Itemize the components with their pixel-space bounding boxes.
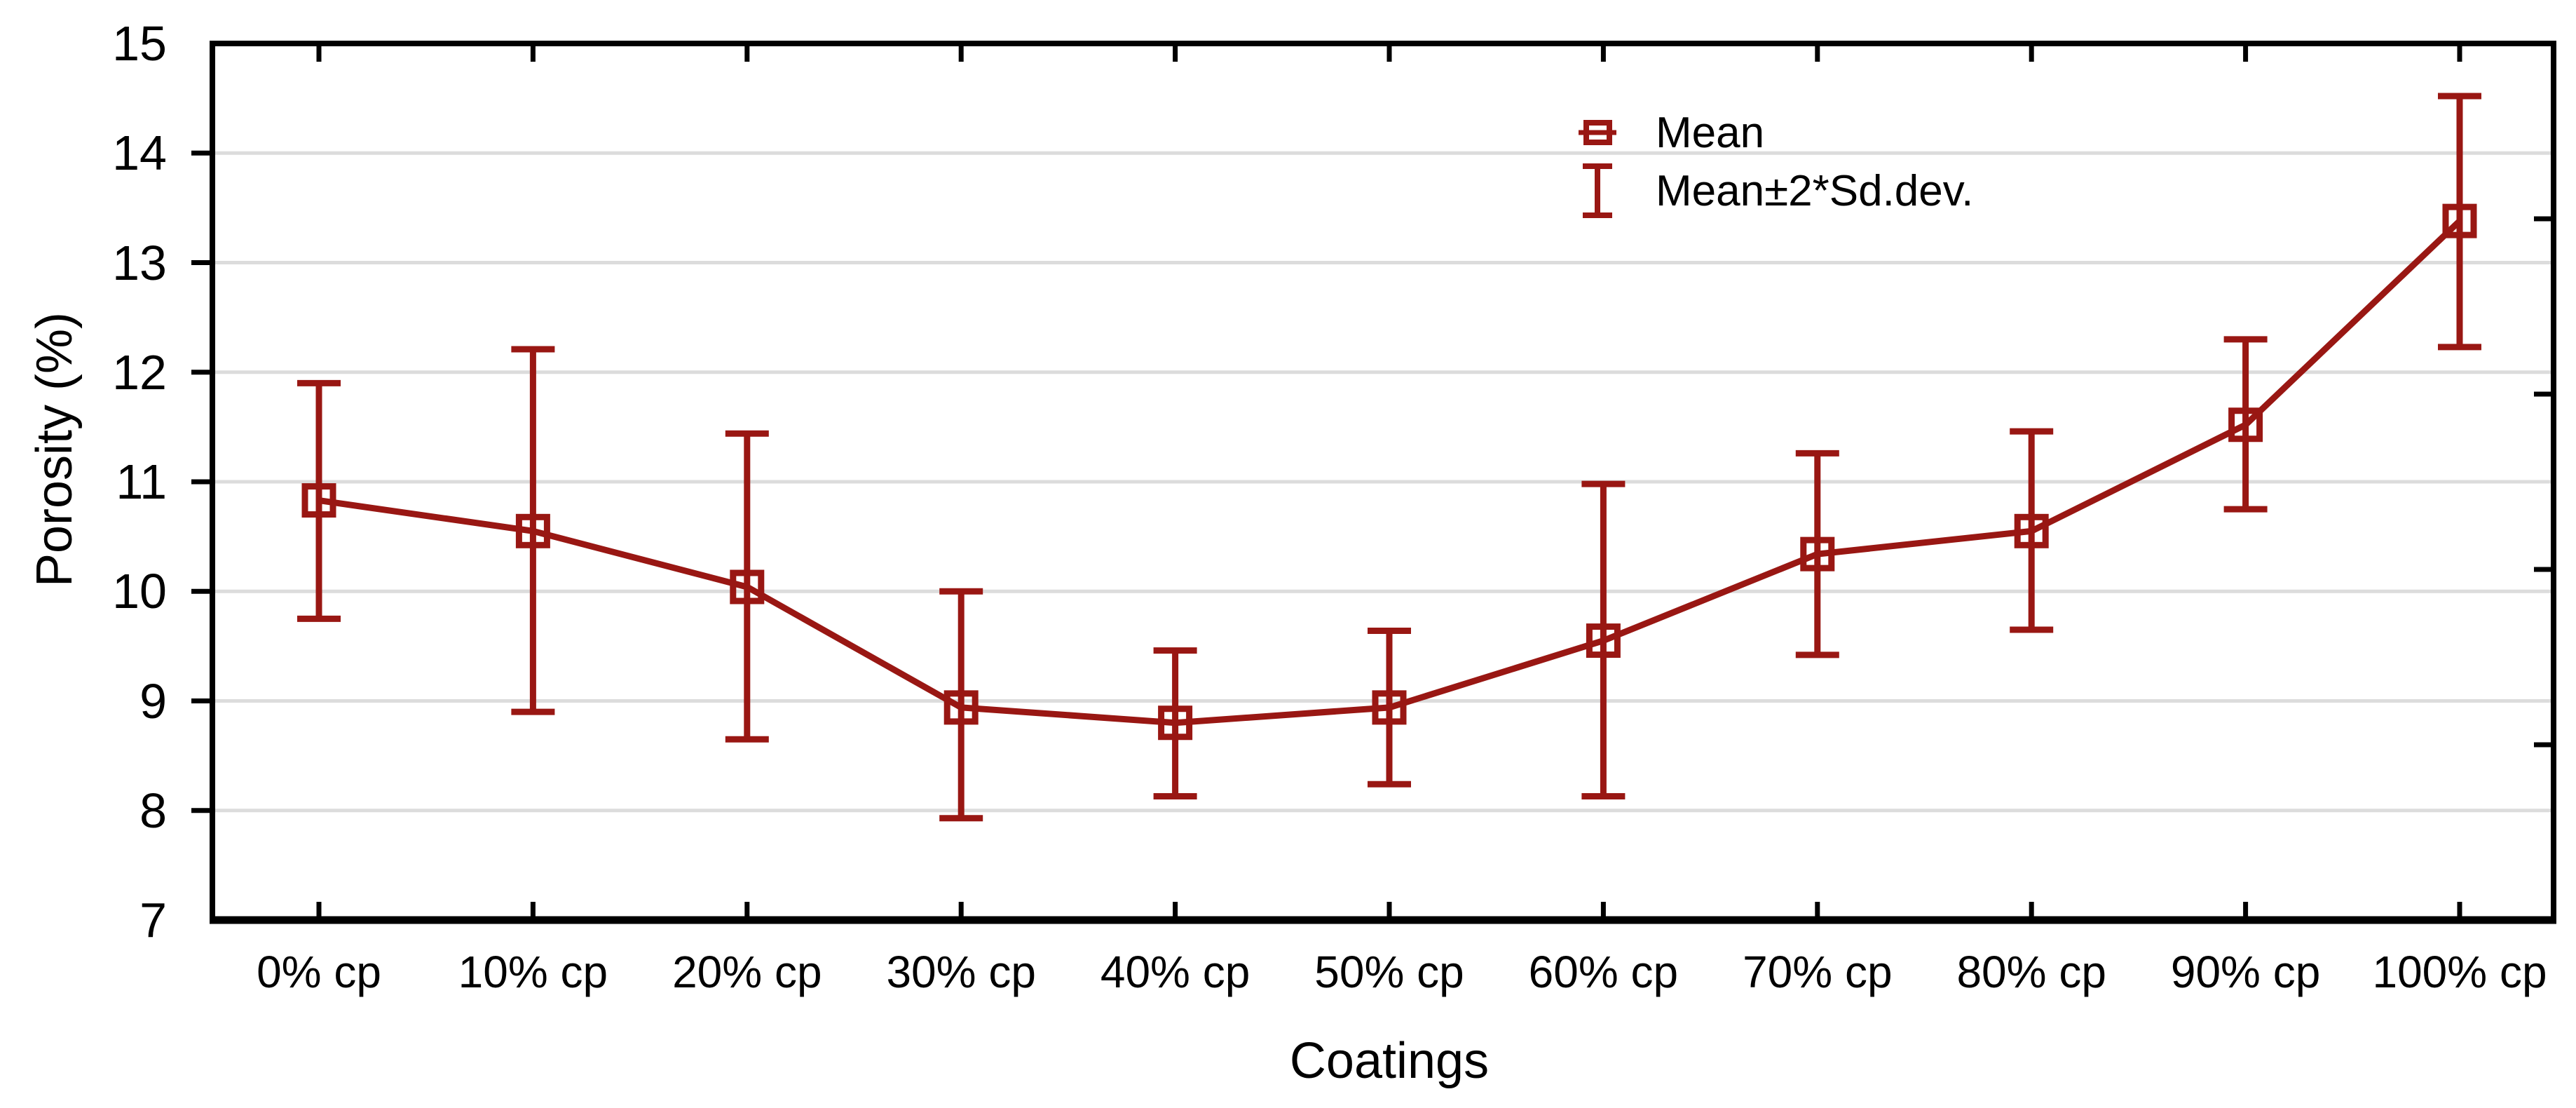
x-tick-label: 100% cp (2372, 947, 2547, 997)
y-tick-label: 14 (112, 126, 167, 181)
x-tick-label: 40% cp (1100, 947, 1250, 997)
error-bar-icon (1583, 163, 1612, 218)
legend-label-mean: Mean (1656, 108, 1765, 157)
data-point-marker (1586, 623, 1621, 658)
y-tick-label: 10 (112, 564, 167, 619)
data-point-marker (2228, 407, 2263, 442)
legend-label-sddev: Mean±2*Sd.dev. (1656, 166, 1974, 215)
x-tick-label: 70% cp (1743, 947, 1893, 997)
legend-item-mean: Mean (1579, 104, 1764, 161)
mean-marker-icon (1579, 120, 1616, 145)
x-axis-title: Coatings (1289, 1033, 1490, 1089)
y-tick-label: 15 (112, 16, 167, 71)
data-point-marker (943, 690, 979, 725)
data-point-marker (2442, 203, 2477, 238)
y-tick-label: 8 (139, 783, 167, 838)
x-tick-label: 80% cp (1956, 947, 2106, 997)
x-tick-label: 60% cp (1528, 947, 1679, 997)
data-point-marker (515, 513, 550, 548)
x-tick-label: 30% cp (886, 947, 1036, 997)
data-point-marker (1158, 705, 1193, 741)
x-tick-label: 20% cp (672, 947, 822, 997)
data-point-marker (1800, 536, 1835, 572)
y-tick-label: 12 (112, 344, 167, 400)
y-tick-label: 13 (112, 235, 167, 290)
y-tick-label: 7 (139, 893, 167, 947)
y-tick-label: 9 (139, 673, 167, 729)
data-point-marker (1372, 690, 1407, 725)
series-line (318, 218, 2462, 727)
data-point-marker (2014, 513, 2049, 548)
data-point-marker (301, 483, 336, 518)
x-tick-label: 0% cp (257, 947, 381, 997)
data-point-marker (730, 569, 765, 604)
x-tick-label: 50% cp (1314, 947, 1464, 997)
x-tick-label: 10% cp (458, 947, 608, 997)
legend-item-sddev: Mean±2*Sd.dev. (1579, 162, 1973, 219)
x-tick-label: 90% cp (2170, 947, 2321, 997)
y-tick-label: 11 (116, 454, 167, 509)
